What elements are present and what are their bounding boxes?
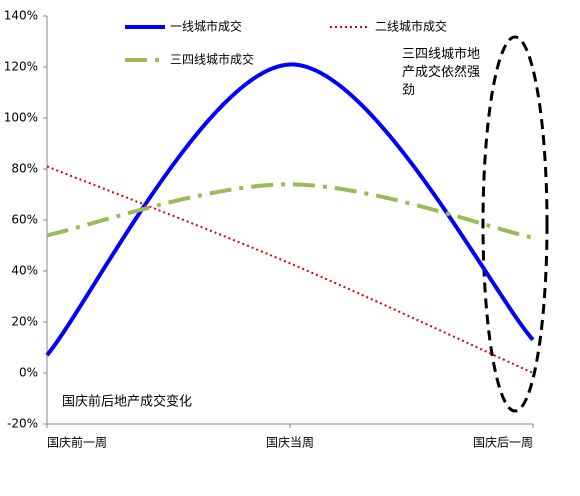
- y-tick-label: 100%: [4, 111, 38, 125]
- annotation: 三四线城市地产成交依然强劲: [402, 46, 480, 98]
- series-line: [46, 182, 534, 240]
- legend-label: 三四线城市成交: [170, 52, 254, 67]
- y-tick-label: 20%: [11, 315, 38, 329]
- chart-subtitle: 国庆前后地产成交变化: [62, 394, 192, 410]
- legend-label: 一线城市成交: [170, 19, 242, 34]
- x-tick-label: 国庆后一周: [473, 436, 533, 450]
- series-line: [45, 62, 535, 357]
- y-tick-label: -20%: [7, 417, 38, 431]
- series-line: [46, 165, 534, 374]
- x-tick-label: 国庆当周: [266, 436, 314, 450]
- y-tick-label: 0%: [19, 366, 38, 380]
- y-tick-label: 140%: [4, 9, 38, 23]
- annotation-line: 劲: [402, 83, 415, 98]
- annotation-line: 三四线城市地: [402, 46, 480, 62]
- x-tick-label: 国庆前一周: [47, 435, 107, 450]
- y-tick-label: 80%: [11, 162, 38, 176]
- annotation-line: 产成交依然强: [402, 64, 480, 80]
- y-tick-label: 120%: [4, 60, 38, 74]
- y-tick-label: 40%: [11, 264, 38, 278]
- highlight-ellipse: [481, 35, 549, 413]
- legend-label: 二线城市成交: [375, 19, 447, 34]
- y-tick-label: 60%: [11, 213, 38, 227]
